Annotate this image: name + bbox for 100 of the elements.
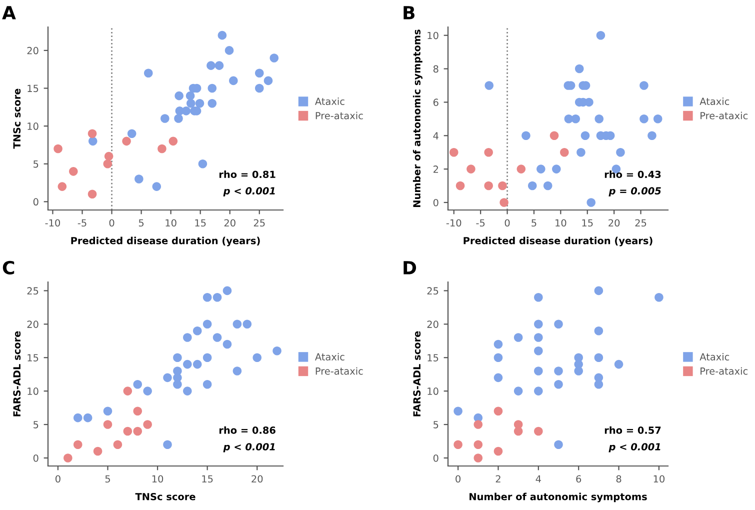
point [152, 182, 162, 191]
point [574, 64, 584, 74]
x-tick-label: 4 [536, 475, 541, 482]
legend-label: Pre-ataxic [700, 367, 748, 375]
point [174, 114, 183, 123]
point [554, 440, 563, 449]
point [252, 353, 262, 362]
x-tick-label: 20 [608, 219, 620, 227]
point [534, 346, 543, 356]
point [484, 148, 493, 157]
y-tick-label: 8 [433, 65, 438, 73]
x-tick-label: 0 [504, 219, 510, 227]
point [272, 346, 282, 356]
point [594, 326, 604, 336]
point [202, 292, 212, 302]
point [206, 61, 216, 70]
point [596, 30, 606, 40]
y-tick-label: 15 [428, 354, 438, 362]
point [73, 440, 82, 449]
point [264, 76, 273, 86]
point [208, 98, 217, 108]
chart-title: C [2, 260, 14, 274]
point [133, 380, 142, 389]
point [103, 420, 112, 429]
point [534, 366, 543, 376]
x-tick-label: 5 [532, 219, 536, 227]
x-axis-title: TNSc score [135, 492, 196, 500]
point [218, 30, 227, 40]
legend-label: Ataxic [315, 352, 344, 360]
point [54, 144, 62, 154]
point [123, 386, 132, 396]
point [534, 292, 543, 302]
point [580, 131, 590, 140]
point [186, 91, 195, 100]
x-tick-label: 8 [616, 475, 622, 483]
point [224, 46, 234, 55]
y-tick-label: 10 [428, 388, 438, 395]
point [616, 148, 625, 157]
annotation: rho = 0.57 [604, 426, 661, 434]
y-tick-label: 5 [34, 160, 38, 168]
x-tick-label: 25 [635, 219, 646, 227]
point [158, 144, 166, 154]
point [58, 182, 67, 191]
point [594, 286, 604, 296]
y-tick-label: 15 [28, 354, 38, 362]
y-tick-label: 20 [27, 46, 38, 54]
point [195, 98, 204, 108]
point [192, 360, 202, 369]
point [208, 84, 217, 93]
y-tick-label: 5 [34, 421, 38, 428]
point [534, 386, 543, 396]
y-tick-label: 2 [434, 166, 438, 173]
annotation: rho = 0.81 [219, 170, 276, 178]
y-axis-title: TNSc score [13, 88, 21, 149]
point [123, 426, 132, 436]
y-tick-label: 0 [433, 454, 438, 462]
y-tick-label: 4 [433, 132, 438, 140]
x-tick-label: -5 [476, 219, 485, 227]
x-tick-label: 6 [576, 475, 582, 483]
x-tick-label: 20 [252, 475, 263, 483]
point [534, 333, 543, 342]
point [183, 360, 192, 369]
point [183, 386, 192, 396]
point [484, 81, 494, 90]
point [454, 406, 462, 416]
x-tick-label: 10 [166, 219, 176, 227]
point [222, 286, 232, 296]
x-tick-label: 0 [456, 475, 460, 483]
point [232, 320, 242, 329]
point [534, 320, 543, 329]
x-tick-label: 15 [195, 219, 206, 227]
point [88, 136, 98, 146]
point [103, 159, 112, 168]
point [466, 164, 476, 174]
x-tick-label: 0 [109, 219, 114, 227]
point [594, 114, 604, 124]
point [183, 333, 192, 342]
point [454, 440, 462, 449]
annotation: p < 0.001 [223, 443, 275, 452]
x-tick-label: 10 [654, 475, 664, 483]
point [198, 159, 208, 168]
point [484, 181, 493, 190]
point [528, 181, 537, 190]
point [554, 320, 563, 329]
x-tick-label: 20 [224, 219, 236, 227]
annotation: rho = 0.43 [604, 170, 661, 178]
point [68, 167, 78, 176]
point [494, 340, 503, 349]
legend-label: Pre-ataxic [316, 112, 363, 120]
x-tick-label: 15 [202, 475, 213, 483]
y-tick-label: 10 [28, 388, 38, 395]
point [474, 440, 483, 449]
y-tick-label: 10 [428, 32, 438, 40]
y-tick-label: 20 [27, 320, 38, 328]
point [536, 164, 546, 174]
point [222, 340, 232, 349]
point [202, 320, 212, 329]
point [83, 413, 92, 422]
point [514, 426, 523, 436]
x-axis-title: Predicted disease duration (years) [464, 236, 652, 246]
